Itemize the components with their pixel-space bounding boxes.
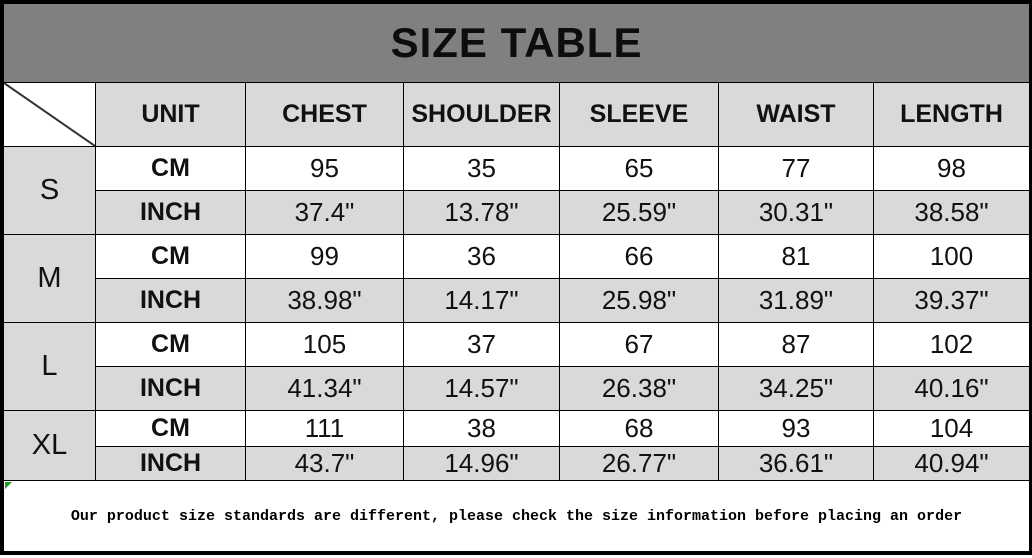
diagonal-cell: [3, 82, 96, 147]
column-header-length: LENGTH: [872, 82, 1031, 147]
value-l-shoulder-cm: 37: [403, 322, 560, 367]
value-s-shoulder-cm: 35: [403, 146, 560, 191]
value-m-waist-cm: 81: [718, 234, 874, 279]
value-s-waist-cm: 77: [718, 146, 874, 191]
column-header-row: UNIT CHEST SHOULDER SLEEVE WAIST LENGTH: [3, 82, 1031, 147]
size-label-m: M: [3, 234, 96, 323]
value-l-waist-inch: 34.25": [718, 366, 874, 411]
size-label-xl: XL: [3, 410, 96, 481]
column-header-waist: WAIST: [718, 82, 874, 147]
unit-label-cm: CM: [95, 234, 246, 279]
footer-note: Our product size standards are different…: [70, 507, 963, 525]
row-s-cm: S CM 95 35 65 77 98: [3, 146, 1031, 235]
value-l-sleeve-cm: 67: [559, 322, 719, 367]
unit-label-inch: INCH: [95, 446, 246, 481]
value-m-length-cm: 100: [872, 234, 1031, 279]
value-l-sleeve-inch: 26.38": [559, 366, 719, 411]
row-l-inch: INCH 41.34" 14.57" 26.38" 34.25" 40.16": [4, 366, 1031, 411]
value-xl-sleeve-inch: 26.77": [559, 446, 719, 481]
value-l-chest-cm: 105: [245, 322, 404, 367]
diagonal-line: [4, 83, 95, 146]
value-m-shoulder-inch: 14.17": [403, 278, 560, 323]
value-m-shoulder-cm: 36: [403, 234, 560, 279]
page-title: SIZE TABLE: [2, 3, 1031, 83]
value-xl-chest-inch: 43.7": [245, 446, 404, 481]
unit-label-inch: INCH: [95, 190, 246, 235]
value-s-sleeve-cm: 65: [559, 146, 719, 191]
value-l-waist-cm: 87: [718, 322, 874, 367]
row-s-inch: INCH 37.4" 13.78" 25.59" 30.31" 38.58": [4, 190, 1031, 235]
unit-label-inch: INCH: [95, 366, 246, 411]
column-header-chest: CHEST: [245, 82, 404, 147]
row-l-cm: L CM 105 37 67 87 102: [3, 322, 1031, 411]
footer-note-row: Our product size standards are different…: [2, 480, 1031, 552]
value-s-waist-inch: 30.31": [718, 190, 874, 235]
row-xl-cm: XL CM 111 38 68 93 104: [3, 410, 1031, 481]
value-xl-shoulder-inch: 14.96": [403, 446, 560, 481]
unit-label-cm: CM: [95, 322, 246, 367]
value-xl-chest-cm: 111: [245, 410, 404, 447]
value-l-chest-inch: 41.34": [245, 366, 404, 411]
value-m-length-inch: 39.37": [872, 278, 1031, 323]
value-s-length-cm: 98: [872, 146, 1031, 191]
value-m-chest-inch: 38.98": [245, 278, 404, 323]
value-m-sleeve-inch: 25.98": [559, 278, 719, 323]
value-l-length-cm: 102: [872, 322, 1031, 367]
value-s-shoulder-inch: 13.78": [403, 190, 560, 235]
value-xl-waist-inch: 36.61": [718, 446, 874, 481]
value-xl-length-inch: 40.94": [872, 446, 1031, 481]
value-xl-sleeve-cm: 68: [559, 410, 719, 447]
value-xl-shoulder-cm: 38: [403, 410, 560, 447]
value-m-waist-inch: 31.89": [718, 278, 874, 323]
column-header-sleeve: SLEEVE: [559, 82, 719, 147]
unit-label-cm: CM: [95, 410, 246, 447]
value-s-chest-cm: 95: [245, 146, 404, 191]
unit-label-inch: INCH: [95, 278, 246, 323]
row-m-inch: INCH 38.98" 14.17" 25.98" 31.89" 39.37": [4, 278, 1031, 323]
size-label-s: S: [3, 146, 96, 235]
unit-label-cm: CM: [95, 146, 246, 191]
row-xl-inch: INCH 43.7" 14.96" 26.77" 36.61" 40.94": [4, 446, 1031, 481]
row-m-cm: M CM 99 36 66 81 100: [3, 234, 1031, 323]
value-l-shoulder-inch: 14.57": [403, 366, 560, 411]
excel-corner-marker-icon: [5, 482, 12, 489]
value-xl-length-cm: 104: [872, 410, 1031, 447]
value-s-chest-inch: 37.4": [245, 190, 404, 235]
size-label-l: L: [3, 322, 96, 411]
value-s-sleeve-inch: 25.59": [559, 190, 719, 235]
size-table: SIZE TABLE UNIT CHEST SHOULDER SLEEVE WA…: [2, 3, 1031, 552]
footer-note-cell: Our product size standards are different…: [2, 480, 1031, 552]
column-header-shoulder: SHOULDER: [403, 82, 560, 147]
value-xl-waist-cm: 93: [718, 410, 874, 447]
title-banner: SIZE TABLE: [2, 3, 1031, 83]
value-m-chest-cm: 99: [245, 234, 404, 279]
value-l-length-inch: 40.16": [872, 366, 1031, 411]
column-header-unit: UNIT: [95, 82, 246, 147]
value-s-length-inch: 38.58": [872, 190, 1031, 235]
value-m-sleeve-cm: 66: [559, 234, 719, 279]
